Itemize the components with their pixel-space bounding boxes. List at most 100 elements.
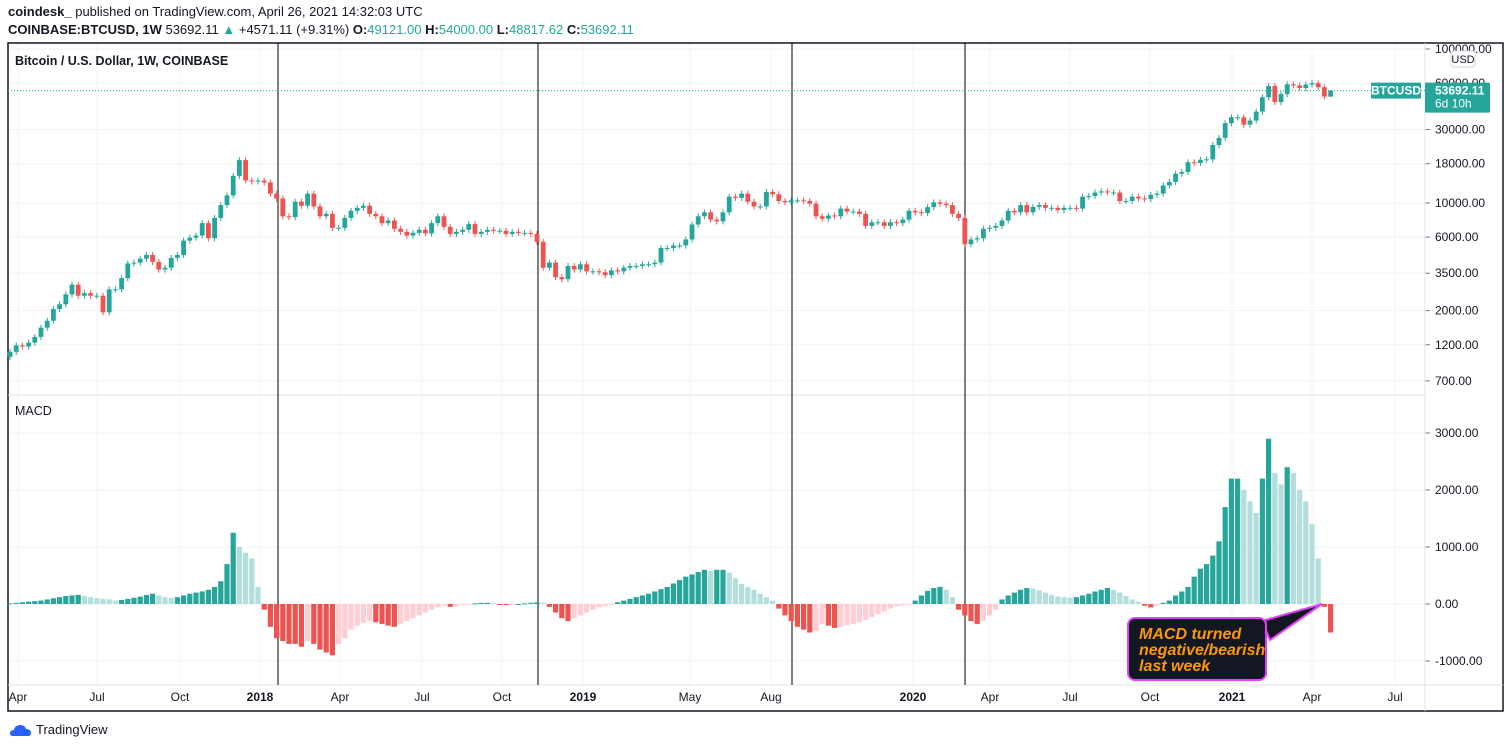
candle-body bbox=[943, 203, 949, 206]
macd-histogram-bar bbox=[447, 604, 453, 607]
candle-body bbox=[1247, 120, 1253, 125]
candle-body bbox=[299, 201, 304, 206]
macd-histogram-bar bbox=[801, 604, 807, 630]
price-axis-label: 30000.00 bbox=[1435, 123, 1485, 137]
tradingview-logo[interactable]: TradingView bbox=[10, 722, 108, 737]
candle-body bbox=[1005, 210, 1011, 221]
macd-histogram-bar bbox=[267, 604, 273, 627]
candle-body bbox=[423, 229, 428, 234]
candle-body bbox=[726, 196, 732, 213]
candle-body bbox=[144, 254, 149, 259]
candle-body bbox=[553, 262, 558, 278]
macd-histogram-bar bbox=[1005, 595, 1011, 604]
candle-body bbox=[813, 203, 819, 217]
macd-histogram-bar bbox=[894, 604, 900, 607]
macd-histogram-bar bbox=[484, 602, 490, 604]
macd-histogram-bar bbox=[999, 599, 1005, 604]
macd-histogram-bar bbox=[1290, 472, 1296, 604]
macd-histogram-bar bbox=[373, 604, 379, 623]
candle-body bbox=[1167, 181, 1172, 186]
macd-histogram-bar bbox=[379, 604, 385, 624]
macd-histogram-bar bbox=[1049, 594, 1055, 604]
candle-body bbox=[770, 191, 775, 195]
candle-body bbox=[32, 336, 38, 343]
macd-histogram-bar bbox=[1222, 507, 1228, 604]
candle-body bbox=[683, 239, 689, 246]
candle-body bbox=[292, 201, 298, 218]
candle-body bbox=[956, 213, 961, 218]
macd-histogram-bar bbox=[88, 597, 94, 604]
macd-histogram-bar bbox=[658, 589, 664, 604]
macd-histogram-bar bbox=[1067, 597, 1073, 604]
candle-body bbox=[819, 216, 825, 219]
author[interactable]: coindesk_ bbox=[8, 4, 72, 19]
macd-histogram-bar bbox=[19, 602, 25, 604]
candle-body bbox=[199, 223, 205, 236]
macd-histogram-bar bbox=[608, 604, 614, 606]
candle-body bbox=[875, 222, 881, 224]
macd-histogram-bar bbox=[925, 590, 931, 604]
time-axis-label: Apr bbox=[331, 690, 350, 704]
macd-histogram-bar bbox=[664, 586, 670, 604]
macd-histogram-bar bbox=[522, 603, 528, 605]
macd-histogram-bar bbox=[1216, 541, 1222, 604]
candle-body bbox=[435, 216, 441, 224]
time-axis-label: Aug bbox=[760, 690, 781, 704]
candle-body bbox=[522, 232, 527, 234]
candle-body bbox=[528, 232, 534, 234]
chart-frame bbox=[7, 42, 1504, 712]
macd-histogram-bar bbox=[701, 569, 707, 604]
macd-histogram-bar bbox=[7, 603, 13, 605]
candle-body bbox=[354, 207, 360, 211]
price-axis-label: 100000.00 bbox=[1435, 42, 1492, 56]
macd-histogram-bar bbox=[249, 558, 255, 604]
candle-body bbox=[615, 270, 620, 272]
candle-body bbox=[162, 267, 168, 270]
macd-histogram-bar bbox=[906, 604, 912, 605]
symbol: COINBASE:BTCUSD, 1W bbox=[8, 22, 162, 37]
last-price: 53692.11 bbox=[165, 22, 219, 37]
candle-body bbox=[832, 215, 837, 217]
macd-histogram-bar bbox=[255, 586, 261, 604]
candle-body bbox=[826, 215, 831, 219]
candle-body bbox=[1136, 196, 1141, 199]
macd-histogram-bar bbox=[162, 597, 168, 604]
macd-histogram-bar bbox=[1228, 478, 1234, 604]
candle-body bbox=[472, 224, 478, 234]
macd-histogram-bar bbox=[460, 604, 466, 606]
candle-body bbox=[912, 210, 918, 213]
candle-body bbox=[931, 202, 937, 208]
macd-histogram-bar bbox=[974, 604, 980, 624]
macd-histogram-bar bbox=[590, 604, 596, 610]
candle-body bbox=[857, 211, 862, 214]
macd-histogram-bar bbox=[559, 604, 565, 619]
macd-histogram-bar bbox=[794, 604, 800, 627]
macd-histogram-bar bbox=[1092, 591, 1098, 604]
candle-body bbox=[100, 295, 106, 313]
macd-histogram-bar bbox=[770, 600, 776, 604]
candle-body bbox=[206, 223, 211, 239]
logo-text: TradingView bbox=[36, 722, 108, 737]
time-axis-label: 2018 bbox=[247, 690, 274, 704]
macd-histogram-bar bbox=[491, 603, 497, 605]
macd-histogram-bar bbox=[714, 569, 720, 604]
candle-body bbox=[1322, 87, 1327, 97]
currency-badge-text: USD bbox=[1451, 54, 1474, 66]
macd-histogram-bar bbox=[329, 604, 335, 656]
annotation-callout[interactable]: MACD turned negative/bearish last week bbox=[1127, 617, 1267, 681]
macd-histogram-bar bbox=[602, 604, 608, 607]
macd-histogram-bar bbox=[515, 604, 521, 605]
macd-histogram-bar bbox=[949, 597, 955, 604]
candle-body bbox=[441, 216, 447, 227]
candle-body bbox=[491, 229, 496, 231]
up-arrow-icon: ▲ bbox=[222, 22, 236, 37]
candle-body bbox=[1105, 191, 1110, 193]
candle-body bbox=[1086, 196, 1092, 198]
candle-body bbox=[881, 222, 887, 226]
macd-histogram-bar bbox=[367, 604, 373, 622]
publish-info: coindesk_ published on TradingView.com, … bbox=[8, 4, 423, 19]
low-value: 48817.62 bbox=[509, 22, 564, 37]
candle-body bbox=[1278, 94, 1284, 103]
candle-body bbox=[57, 304, 62, 309]
